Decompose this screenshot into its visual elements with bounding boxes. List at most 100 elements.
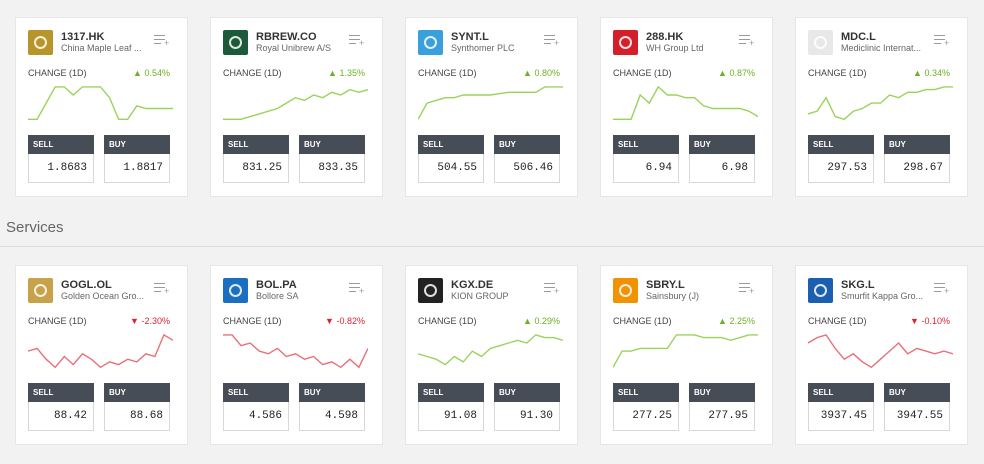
sell-price: 297.53: [808, 154, 874, 183]
instrument-card[interactable]: BOL.PA Bollore SA + CHANGE (1D) ▼ -0.82%…: [210, 265, 383, 445]
instrument-symbol[interactable]: KGX.DE: [451, 279, 494, 291]
sell-button[interactable]: SELL 277.25: [613, 383, 679, 431]
sell-button[interactable]: SELL 1.8683: [28, 135, 94, 183]
buy-button[interactable]: BUY 3947.55: [884, 383, 950, 431]
buy-button[interactable]: BUY 277.95: [689, 383, 755, 431]
instrument-symbol[interactable]: MDC.L: [841, 31, 876, 43]
change-label: CHANGE (1D): [808, 68, 867, 78]
buy-button[interactable]: BUY 88.68: [104, 383, 170, 431]
sell-button[interactable]: SELL 831.25: [223, 135, 289, 183]
change-value: ▲ 0.80%: [523, 68, 560, 78]
instrument-symbol[interactable]: SKG.L: [841, 279, 875, 291]
sparkline-line: [808, 86, 953, 121]
instrument-name: Synthomer PLC: [451, 43, 515, 53]
instrument-card[interactable]: GOGL.OL Golden Ocean Gro... + CHANGE (1D…: [15, 265, 188, 445]
logo-mark: [619, 36, 632, 49]
instrument-row-2: GOGL.OL Golden Ocean Gro... + CHANGE (1D…: [0, 265, 984, 447]
instrument-symbol[interactable]: 288.HK: [646, 31, 684, 43]
instrument-name: WH Group Ltd: [646, 43, 704, 53]
buy-label: BUY: [884, 383, 950, 402]
instrument-card[interactable]: 288.HK WH Group Ltd + CHANGE (1D) ▲ 0.87…: [600, 17, 773, 197]
add-to-list-icon[interactable]: +: [544, 283, 560, 296]
instrument-name: Royal Unibrew A/S: [256, 43, 332, 53]
add-to-list-icon[interactable]: +: [934, 283, 950, 296]
buy-button[interactable]: BUY 1.8817: [104, 135, 170, 183]
buy-button[interactable]: BUY 91.30: [494, 383, 560, 431]
buy-button[interactable]: BUY 4.598: [299, 383, 365, 431]
section-divider: [0, 246, 984, 247]
triangle-up-icon: ▲: [718, 316, 727, 326]
instrument-card[interactable]: RBREW.CO Royal Unibrew A/S + CHANGE (1D)…: [210, 17, 383, 197]
buy-button[interactable]: BUY 506.46: [494, 135, 560, 183]
instrument-name: Bollore SA: [256, 291, 299, 301]
logo-mark: [814, 284, 827, 297]
add-to-list-icon[interactable]: +: [349, 35, 365, 48]
add-to-list-icon[interactable]: +: [544, 35, 560, 48]
sell-button[interactable]: SELL 4.586: [223, 383, 289, 431]
buy-price: 88.68: [104, 402, 170, 431]
instrument-symbol[interactable]: BOL.PA: [256, 279, 297, 291]
sell-button[interactable]: SELL 6.94: [613, 135, 679, 183]
add-to-list-icon[interactable]: +: [739, 35, 755, 48]
buy-price: 298.67: [884, 154, 950, 183]
triangle-up-icon: ▲: [328, 68, 337, 78]
triangle-down-icon: ▼: [130, 316, 139, 326]
instrument-card[interactable]: MDC.L Mediclinic Internat... + CHANGE (1…: [795, 17, 968, 197]
instrument-card[interactable]: SYNT.L Synthomer PLC + CHANGE (1D) ▲ 0.8…: [405, 17, 578, 197]
change-percent: 1.35%: [339, 68, 365, 78]
change-value: ▲ 0.54%: [133, 68, 170, 78]
logo-mark: [34, 284, 47, 297]
triangle-down-icon: ▼: [910, 316, 919, 326]
buy-label: BUY: [689, 135, 755, 154]
buy-label: BUY: [494, 135, 560, 154]
change-percent: 0.80%: [534, 68, 560, 78]
bollore-logo-icon: [223, 278, 248, 303]
sparkline-chart: [418, 334, 563, 366]
buy-label: BUY: [104, 135, 170, 154]
sell-price: 831.25: [223, 154, 289, 183]
change-label: CHANGE (1D): [28, 68, 87, 78]
add-to-list-icon[interactable]: +: [154, 35, 170, 48]
sell-price: 277.25: [613, 402, 679, 431]
instrument-symbol[interactable]: SYNT.L: [451, 31, 489, 43]
instrument-name: Smurfit Kappa Gro...: [841, 291, 924, 301]
sell-price: 88.42: [28, 402, 94, 431]
instrument-symbol[interactable]: GOGL.OL: [61, 279, 112, 291]
change-label: CHANGE (1D): [613, 316, 672, 326]
buy-button[interactable]: BUY 833.35: [299, 135, 365, 183]
change-percent: 0.34%: [924, 68, 950, 78]
change-label: CHANGE (1D): [223, 316, 282, 326]
instrument-card[interactable]: SBRY.L Sainsbury (J) + CHANGE (1D) ▲ 2.2…: [600, 265, 773, 445]
instrument-symbol[interactable]: 1317.HK: [61, 31, 105, 43]
change-label: CHANGE (1D): [418, 68, 477, 78]
sell-label: SELL: [223, 135, 289, 154]
sparkline-line: [613, 85, 758, 120]
sell-button[interactable]: SELL 504.55: [418, 135, 484, 183]
smurfit-kappa-logo-icon: [808, 278, 833, 303]
sell-button[interactable]: SELL 297.53: [808, 135, 874, 183]
maple-leaf-logo-icon: [28, 30, 53, 55]
add-to-list-icon[interactable]: +: [349, 283, 365, 296]
instrument-card[interactable]: 1317.HK China Maple Leaf ... + CHANGE (1…: [15, 17, 188, 197]
buy-button[interactable]: BUY 298.67: [884, 135, 950, 183]
triangle-up-icon: ▲: [133, 68, 142, 78]
instrument-card[interactable]: KGX.DE KION GROUP + CHANGE (1D) ▲ 0.29% …: [405, 265, 578, 445]
sell-button[interactable]: SELL 91.08: [418, 383, 484, 431]
add-to-list-icon[interactable]: +: [934, 35, 950, 48]
instrument-name: Mediclinic Internat...: [841, 43, 922, 53]
instrument-symbol[interactable]: SBRY.L: [646, 279, 685, 291]
add-to-list-icon[interactable]: +: [739, 283, 755, 296]
instrument-symbol[interactable]: RBREW.CO: [256, 31, 317, 43]
add-to-list-icon[interactable]: +: [154, 283, 170, 296]
sell-price: 4.586: [223, 402, 289, 431]
instrument-card[interactable]: SKG.L Smurfit Kappa Gro... + CHANGE (1D)…: [795, 265, 968, 445]
sell-button[interactable]: SELL 88.42: [28, 383, 94, 431]
buy-button[interactable]: BUY 6.98: [689, 135, 755, 183]
logo-mark: [229, 284, 242, 297]
change-percent: 2.25%: [729, 316, 755, 326]
change-value: ▲ 1.35%: [328, 68, 365, 78]
change-percent: -0.82%: [336, 316, 365, 326]
wh-group-logo-icon: [613, 30, 638, 55]
sell-price: 91.08: [418, 402, 484, 431]
sell-button[interactable]: SELL 3937.45: [808, 383, 874, 431]
